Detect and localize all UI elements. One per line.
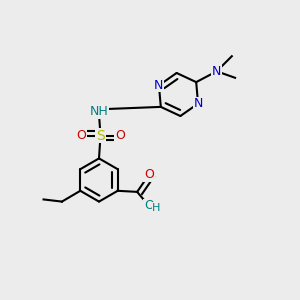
Text: H: H	[152, 203, 161, 213]
Text: O: O	[144, 200, 154, 212]
Text: S: S	[96, 129, 105, 143]
Text: O: O	[115, 129, 125, 142]
Text: O: O	[76, 129, 86, 142]
Text: NH: NH	[90, 105, 108, 118]
Text: N: N	[154, 79, 164, 92]
Text: N: N	[194, 97, 203, 110]
Text: O: O	[144, 168, 154, 181]
Text: N: N	[212, 65, 221, 78]
